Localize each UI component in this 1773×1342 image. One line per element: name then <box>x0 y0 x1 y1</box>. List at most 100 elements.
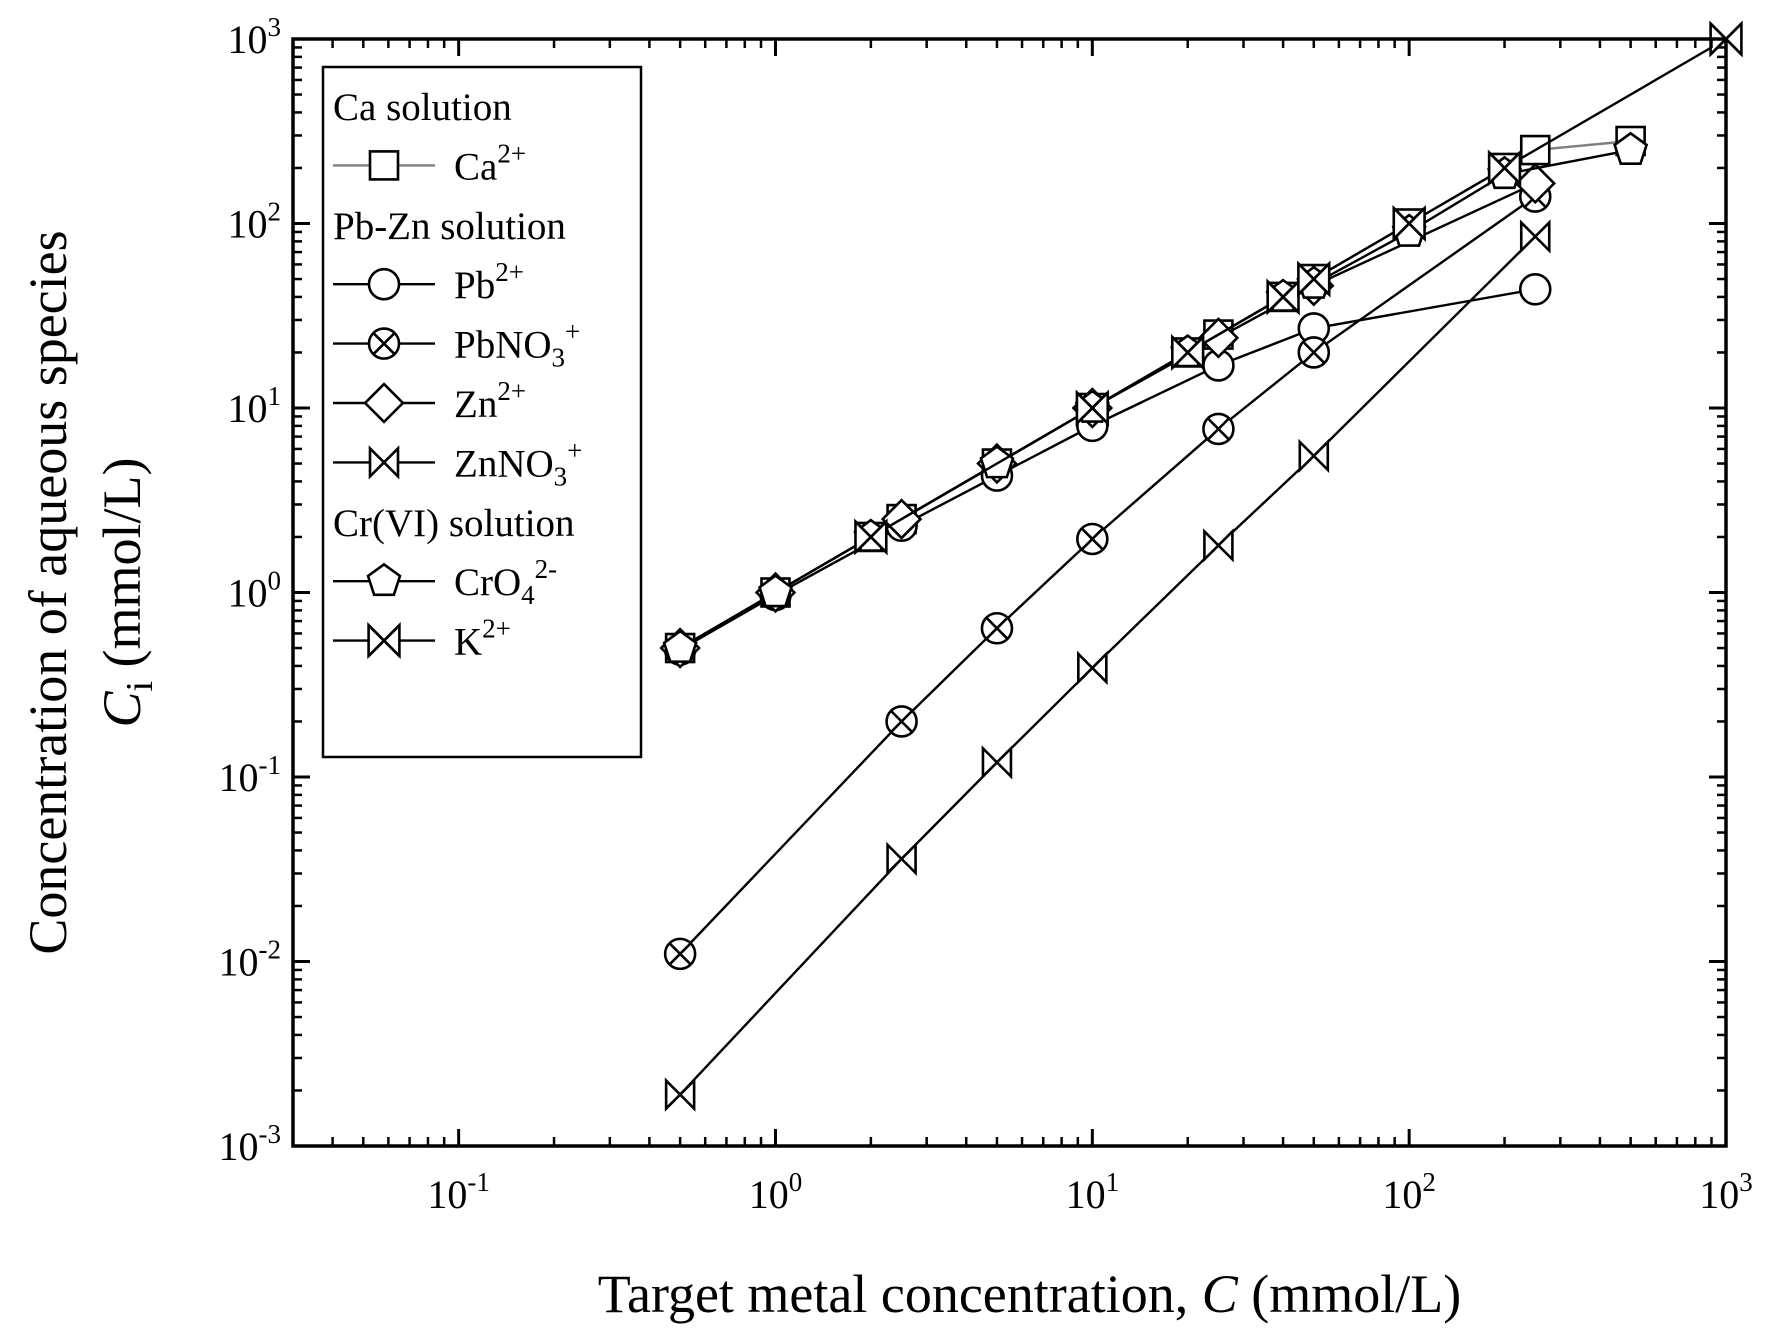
y-tick-label-4: 101 <box>228 381 282 431</box>
legend-label-sup: 2+ <box>482 614 511 644</box>
y-tick-exp: -2 <box>259 935 282 965</box>
data-point-K2+-6 <box>1487 149 1522 187</box>
data-point-ZnNO3+-4 <box>1203 528 1234 563</box>
legend-marker <box>366 562 402 597</box>
x-tick-label-3: 102 <box>1382 1167 1436 1217</box>
y-tick-base: 10 <box>219 1124 259 1169</box>
x-axis-title: Target metal concentration, C (mmol/L) <box>598 1264 1461 1324</box>
legend-marker <box>368 445 400 480</box>
x-axis-title-prefix: Target metal concentration, <box>598 1264 1202 1324</box>
legend-label: Ca2+ <box>454 138 526 188</box>
x-tick-exp: 3 <box>1739 1167 1753 1197</box>
legend-label-sup: 2+ <box>497 376 526 406</box>
y-tick-exp: 0 <box>268 566 282 596</box>
y-tick-base: 10 <box>219 755 259 800</box>
legend-item-Zn2+: Zn2+ <box>333 376 526 426</box>
legend-label-sup: 2+ <box>495 257 524 287</box>
x-tick-exp: -1 <box>467 1167 490 1197</box>
series-line-Pb2+ <box>679 288 1536 651</box>
data-point-CrO42--10 <box>1613 131 1649 165</box>
x-tick-base: 10 <box>427 1172 467 1217</box>
x-tick-base: 10 <box>749 1172 789 1217</box>
x-tick-base: 10 <box>1066 1172 1106 1217</box>
legend-marker <box>367 622 401 660</box>
data-point-ZnNO3+-5 <box>1298 438 1330 474</box>
legend-marker <box>367 327 401 360</box>
data-point-PbNO3+-1 <box>885 705 918 738</box>
y-tick-label-3: 100 <box>228 566 282 616</box>
legend-group-header: Cr(VI) solution <box>333 502 575 545</box>
data-point-PbNO3+-2 <box>980 611 1014 645</box>
data-point-K2+-1 <box>1075 389 1110 427</box>
x-tick-base: 10 <box>1699 1172 1739 1217</box>
legend-label-sup: + <box>567 435 582 465</box>
legend-item-Ca2+: Ca2+ <box>333 138 526 188</box>
legend-label: Zn2+ <box>454 376 526 426</box>
x-tick-label-4: 103 <box>1699 1167 1753 1217</box>
x-tick-label-2: 101 <box>1066 1167 1120 1217</box>
legend-item-PbNO3+: PbNO3+ <box>333 317 580 373</box>
y-tick-base: 10 <box>228 386 268 431</box>
y-axis-title-sub: i <box>119 681 161 692</box>
legend-label-sup: 2- <box>535 554 558 584</box>
y-tick-exp: 3 <box>268 12 282 42</box>
x-tick-exp: 2 <box>1422 1167 1436 1197</box>
data-point-K2+-4 <box>1297 260 1331 298</box>
legend-label: ZnNO3+ <box>454 435 582 491</box>
y-tick-base: 10 <box>228 202 268 247</box>
y-axis-title-suffix: (mmol/L) <box>92 457 152 680</box>
data-point-ZnNO3+-6 <box>1519 219 1551 254</box>
axis-titles: Target metal concentration, C (mmol/L)Co… <box>18 230 1461 1324</box>
legend-label: CrO42- <box>454 554 557 610</box>
data-point-ZnNO3+-1 <box>886 841 917 877</box>
legend-label-base: CrO <box>454 561 521 604</box>
y-axis-title-line1: Concentration of aqueous species <box>18 230 78 954</box>
legend-item-K2+: K2+ <box>333 614 511 664</box>
y-tick-exp: -3 <box>259 1119 282 1149</box>
y-tick-base: 10 <box>228 571 268 616</box>
data-point-Zn2+-7 <box>1514 162 1556 205</box>
data-point-ZnNO3+-0 <box>664 1077 696 1112</box>
legend-label-sub: 3 <box>554 461 568 491</box>
minor-ticks <box>293 39 1726 1146</box>
series-layer <box>659 20 1743 1112</box>
series-ZnNO3+ <box>664 219 1551 1112</box>
data-point-K2+-0 <box>854 518 888 556</box>
legend-label: Pb2+ <box>454 257 524 307</box>
data-point-PbNO3+-3 <box>1076 522 1109 556</box>
data-point-Pb2+-7 <box>1518 272 1552 306</box>
y-axis-title-line2: Ci (mmol/L) <box>92 457 161 727</box>
data-point-CrO42--1 <box>757 574 794 608</box>
data-point-CrO42--0 <box>662 629 698 663</box>
legend-label-base: Zn <box>454 383 497 426</box>
legend-marker <box>363 382 405 424</box>
data-point-ZnNO3+-2 <box>981 745 1013 780</box>
legend-group-header: Ca solution <box>333 86 512 129</box>
x-tick-exp: 1 <box>1106 1167 1120 1197</box>
legend-label-sup: 2+ <box>497 138 526 168</box>
legend-label-base: Ca <box>454 145 497 188</box>
y-tick-label-5: 102 <box>228 197 282 247</box>
legend-marker <box>368 150 400 181</box>
legend-marker <box>367 267 401 301</box>
data-point-K2+-2 <box>1171 333 1205 371</box>
x-tick-base: 10 <box>1382 1172 1422 1217</box>
y-tick-base: 10 <box>228 17 268 62</box>
x-axis-title-var: C <box>1202 1264 1239 1324</box>
y-tick-label-0: 10-3 <box>219 1119 282 1169</box>
data-point-PbNO3+-0 <box>663 937 697 971</box>
y-tick-exp: 2 <box>268 197 282 227</box>
legend-label-base: K <box>454 621 482 664</box>
y-tick-exp: 1 <box>268 381 282 411</box>
x-tick-label-0: 10-1 <box>427 1167 490 1217</box>
y-tick-label-2: 10-1 <box>219 750 282 800</box>
y-tick-base: 10 <box>219 940 259 985</box>
x-tick-exp: 0 <box>789 1167 803 1197</box>
legend-label: K2+ <box>454 614 511 664</box>
legend-label: PbNO3+ <box>454 317 580 373</box>
x-tick-label-1: 100 <box>749 1167 803 1217</box>
data-point-K2+-5 <box>1392 204 1426 243</box>
